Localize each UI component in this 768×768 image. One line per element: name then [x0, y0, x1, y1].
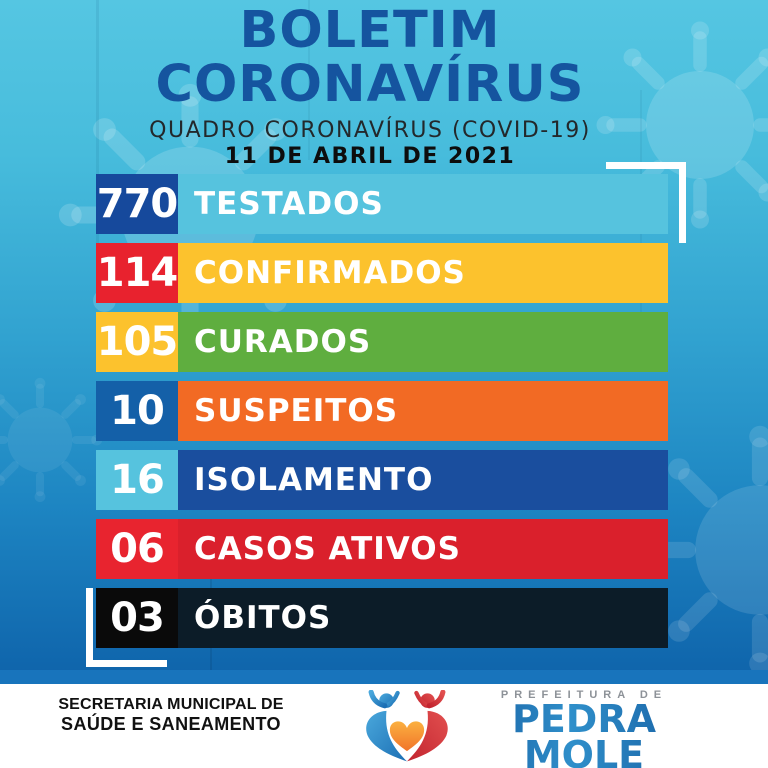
frame-corner-top-right [606, 162, 686, 243]
stat-value-box: 03 [96, 588, 178, 648]
stat-value: 770 [96, 181, 178, 227]
stat-label: CURADOS [194, 324, 372, 360]
stat-bar: CONFIRMADOS [178, 243, 668, 303]
department-name: SECRETARIA MUNICIPAL DE SAÚDE E SANEAMEN… [28, 696, 314, 735]
city-name: PEDRA MOLE [456, 700, 712, 768]
logo-text-block: PREFEITURA DE PEDRA MOLE Construindo uma… [456, 686, 712, 768]
stat-value-box: 10 [96, 381, 178, 441]
stat-row-confirmados: 114 CONFIRMADOS [96, 243, 668, 303]
stat-row-suspeitos: 10 SUSPEITOS [96, 381, 668, 441]
stat-bar: ÓBITOS [178, 588, 668, 648]
stat-value: 105 [96, 319, 178, 365]
stat-label: CONFIRMADOS [194, 255, 466, 291]
stat-value: 114 [96, 250, 178, 296]
stat-row-curados: 105 CURADOS [96, 312, 668, 372]
department-line1: SECRETARIA MUNICIPAL DE [58, 696, 284, 713]
stat-row-isolamento: 16 ISOLAMENTO [96, 450, 668, 510]
stat-value-box: 105 [96, 312, 178, 372]
stat-value: 16 [110, 457, 165, 503]
stat-bar: SUSPEITOS [178, 381, 668, 441]
stat-label: ÓBITOS [194, 600, 332, 636]
page-subtitle: QUADRO CORONAVÍRUS (COVID-19) [149, 118, 591, 144]
stat-value: 10 [110, 388, 165, 434]
frame-corner-bottom-left [86, 588, 167, 667]
stat-value: 03 [110, 595, 165, 641]
stat-bar: CASOS ATIVOS [178, 519, 668, 579]
stat-row-testados: 770 TESTADOS [96, 174, 668, 234]
stat-value-box: 114 [96, 243, 178, 303]
bulletin-date: 11 DE ABRIL DE 2021 [224, 144, 516, 170]
page-title-line1: BOLETIM [239, 1, 501, 60]
stat-value-box: 16 [96, 450, 178, 510]
stat-bar: ISOLAMENTO [178, 450, 668, 510]
stat-label: TESTADOS [194, 186, 384, 222]
stat-label: SUSPEITOS [194, 393, 399, 429]
stat-row-obitos: 03 ÓBITOS [96, 588, 668, 648]
stats-list: 770 TESTADOS 114 CONFIRMADOS 105 CURADOS [96, 174, 668, 657]
stat-value-box: 770 [96, 174, 178, 234]
department-line2: SAÚDE E SANEAMENTO [61, 714, 281, 734]
header: BOLETIM CORONAVÍRUS QUADRO CORONAVÍRUS (… [0, 4, 740, 169]
stat-value: 06 [110, 526, 165, 572]
stat-bar: CURADOS [178, 312, 668, 372]
people-heart-logo-icon [366, 690, 448, 762]
page-title-line2: CORONAVÍRUS [155, 54, 585, 114]
logo-overline: PREFEITURA DE [500, 689, 668, 701]
stat-value-box: 06 [96, 519, 178, 579]
stat-bar: TESTADOS [178, 174, 668, 234]
footer: SECRETARIA MUNICIPAL DE SAÚDE E SANEAMEN… [0, 684, 768, 768]
stat-label: CASOS ATIVOS [194, 531, 461, 567]
stat-row-casos-ativos: 06 CASOS ATIVOS [96, 519, 668, 579]
stat-label: ISOLAMENTO [194, 462, 434, 498]
city-hall-logo: PREFEITURA DE PEDRA MOLE Construindo uma… [360, 686, 712, 768]
footer-accent-strip [0, 670, 768, 684]
